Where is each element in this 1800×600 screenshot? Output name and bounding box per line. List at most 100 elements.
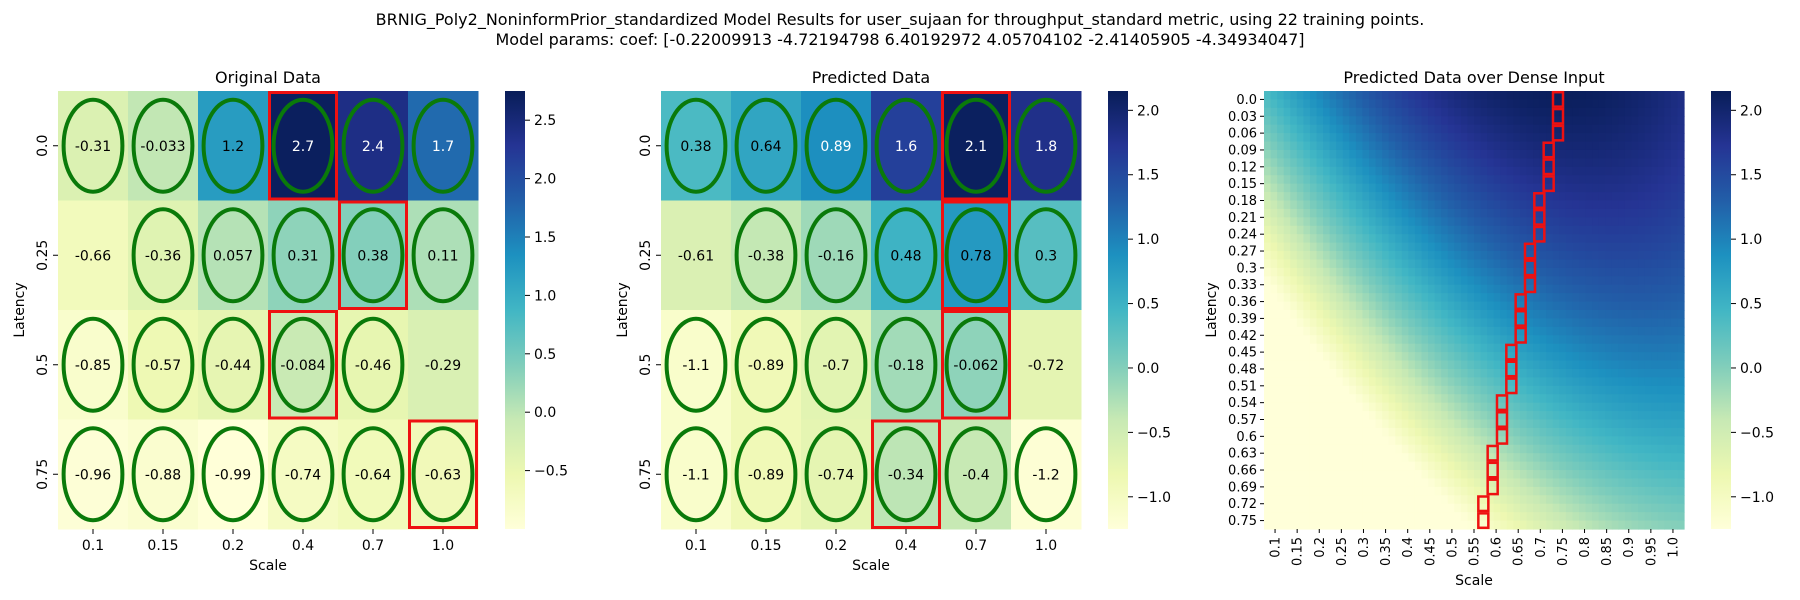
dense-heatmap-cell: [1329, 267, 1337, 277]
dense-heatmap-cell: [1572, 183, 1580, 193]
dense-heatmap-cell: [1277, 183, 1285, 193]
dense-heatmap-cell: [1277, 91, 1285, 101]
dense-heatmap-cell: [1546, 116, 1554, 126]
dense-heatmap-cell: [1395, 293, 1403, 303]
dense-heatmap-cell: [1296, 99, 1304, 109]
dense-heatmap-cell: [1546, 411, 1554, 421]
dense-heatmap-cell: [1618, 402, 1626, 412]
dense-heatmap-cell: [1572, 503, 1580, 513]
dense-heatmap-cell: [1651, 107, 1659, 117]
dense-heatmap-cell: [1369, 267, 1377, 277]
dense-heatmap-cell: [1624, 183, 1633, 193]
dense-heatmap-cell: [1460, 192, 1469, 202]
dense-heatmap-cell: [1519, 192, 1528, 202]
dense-heatmap-cell: [1644, 259, 1652, 269]
dense-heatmap-cell: [1572, 352, 1580, 362]
dense-heatmap-cell: [1572, 310, 1580, 320]
dense-heatmap-cell: [1342, 175, 1350, 185]
dense-heatmap-cell: [1572, 486, 1580, 496]
dense-heatmap-cell: [1421, 225, 1429, 235]
dense-heatmap-cell: [1598, 267, 1606, 277]
dense-heatmap-cell: [1585, 183, 1593, 193]
dense-heatmap-cell: [1277, 326, 1285, 336]
dense-heatmap-cell: [1526, 335, 1534, 345]
dense-heatmap-cell: [1677, 520, 1685, 530]
dense-heatmap-cell: [1592, 267, 1600, 277]
dense-heatmap-cell: [1434, 91, 1442, 101]
dense-heatmap-cell: [1441, 520, 1449, 530]
dense-heatmap-cell: [1369, 318, 1377, 328]
dense-heatmap-cell: [1480, 453, 1488, 463]
dense-heatmap-cell: [1447, 512, 1455, 522]
y-tick-label: 0.51: [1228, 379, 1257, 394]
dense-heatmap-cell: [1428, 116, 1436, 126]
dense-heatmap-cell: [1414, 116, 1423, 126]
dense-heatmap-cell: [1624, 444, 1633, 454]
dense-heatmap-cell: [1644, 470, 1652, 480]
dense-heatmap-cell: [1519, 470, 1528, 480]
dense-heatmap-cell: [1428, 478, 1436, 488]
colorbar-tick-label: 0.0: [534, 405, 556, 421]
dense-heatmap-cell: [1421, 453, 1429, 463]
dense-heatmap-cell: [1355, 99, 1364, 109]
dense-heatmap-cell: [1290, 385, 1298, 395]
cell-value-label: -0.29: [425, 358, 461, 374]
dense-heatmap-cell: [1664, 352, 1672, 362]
dense-heatmap-cell: [1447, 259, 1455, 269]
dense-heatmap-cell: [1519, 242, 1528, 252]
dense-heatmap-cell: [1336, 276, 1344, 286]
dense-heatmap-cell: [1506, 310, 1514, 320]
dense-heatmap-cell: [1336, 385, 1344, 395]
dense-heatmap-cell: [1474, 116, 1482, 126]
dense-heatmap-cell: [1644, 377, 1652, 387]
dense-heatmap-cell: [1408, 158, 1416, 168]
dense-heatmap-cell: [1349, 495, 1357, 505]
dense-heatmap-cell: [1336, 251, 1344, 261]
dense-heatmap-cell: [1428, 301, 1436, 311]
dense-heatmap-cell: [1533, 343, 1541, 353]
dense-heatmap-cell: [1447, 149, 1455, 159]
dense-heatmap-cell: [1290, 267, 1298, 277]
dense-heatmap-cell: [1388, 360, 1396, 370]
dense-heatmap-cell: [1592, 192, 1600, 202]
dense-heatmap-cell: [1624, 419, 1633, 429]
dense-heatmap-cell: [1579, 419, 1587, 429]
dense-heatmap-cell: [1638, 512, 1646, 522]
dense-heatmap-cell: [1618, 453, 1626, 463]
y-tick-label: 0.63: [1228, 447, 1257, 462]
dense-heatmap-cell: [1454, 284, 1462, 294]
dense-heatmap-cell: [1329, 310, 1337, 320]
dense-heatmap-cell: [1454, 368, 1462, 378]
dense-heatmap-cell: [1414, 225, 1423, 235]
dense-heatmap-cell: [1441, 158, 1449, 168]
dense-heatmap-cell: [1369, 99, 1377, 109]
dense-heatmap-cell: [1519, 124, 1528, 134]
dense-heatmap-cell: [1329, 427, 1337, 437]
dense-heatmap-cell: [1323, 343, 1331, 353]
dense-heatmap-cell: [1526, 192, 1534, 202]
dense-heatmap-cell: [1605, 208, 1613, 218]
dense-heatmap-cell: [1290, 520, 1298, 530]
dense-heatmap-cell: [1355, 251, 1364, 261]
dense-heatmap-cell: [1565, 192, 1574, 202]
dense-heatmap-cell: [1362, 411, 1370, 421]
dense-heatmap-cell: [1375, 427, 1383, 437]
dense-heatmap-cell: [1657, 478, 1665, 488]
dense-heatmap-cell: [1283, 453, 1291, 463]
dense-heatmap-cell: [1657, 461, 1665, 471]
dense-heatmap-cell: [1401, 234, 1409, 244]
dense-heatmap-cell: [1375, 267, 1383, 277]
dense-heatmap-cell: [1375, 520, 1383, 530]
dense-heatmap-cell: [1349, 461, 1357, 471]
dense-heatmap-cell: [1552, 385, 1560, 395]
dense-heatmap-cell: [1323, 427, 1331, 437]
x-tick-label: 0.15: [1291, 537, 1306, 566]
dense-heatmap-cell: [1592, 225, 1600, 235]
dense-heatmap-cell: [1303, 352, 1311, 362]
dense-heatmap-cell: [1631, 200, 1639, 210]
dense-heatmap-cell: [1290, 411, 1298, 421]
dense-heatmap-cell: [1467, 486, 1475, 496]
dense-heatmap-cell: [1388, 470, 1396, 480]
dense-heatmap-cell: [1408, 99, 1416, 109]
x-tick-label: 0.45: [1423, 537, 1438, 566]
